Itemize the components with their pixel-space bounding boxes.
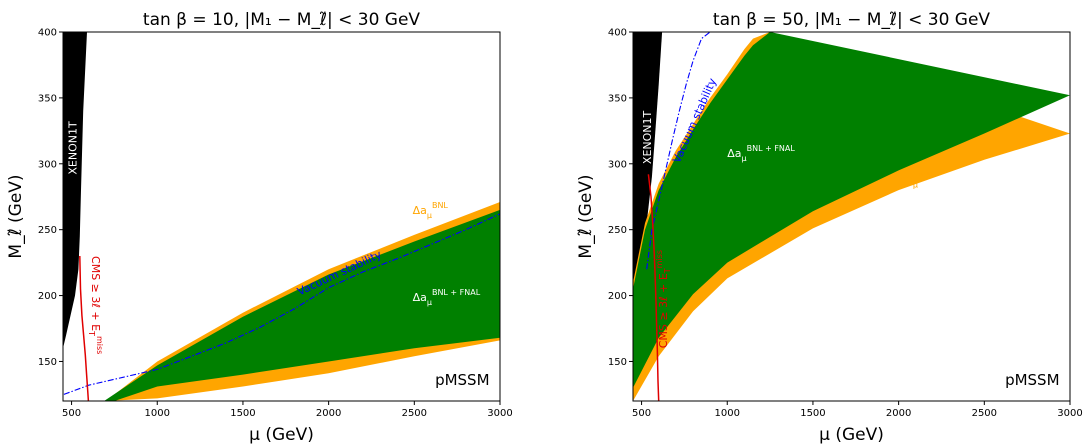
bnl-fnal-label-sub: μ [427,298,432,307]
x-tick-label: 1500 [800,408,825,419]
vacuum-stability-line [63,213,500,395]
y-tick-label: 400 [608,28,627,39]
x-tick-label: 500 [62,408,81,419]
pmssm-label: pMSSM [1005,371,1059,389]
x-axis-label: μ (GeV) [249,425,314,445]
chart-title: tan β = 10, |M₁ − M_ℓ̃| < 30 GeV [143,10,421,30]
chart-panel-2: 500 1000 1500 2000 2500 3000 150 200 250 300 350 40… [576,10,1083,445]
axes-frame [632,31,1071,402]
bnl-label-main: Δa [899,174,913,187]
x-tick-label: 1000 [715,408,740,419]
cms-label-sub: T [87,330,96,336]
x-tick-label: 1500 [230,408,255,419]
cms-label-main: CMS ≥ 3ℓ + E [89,256,102,331]
cms-label-main: CMS ≥ 3ℓ + E [657,273,670,348]
cms-label-sup: miss [95,336,104,354]
x-tick-label: 500 [632,408,651,419]
bnl-fnal-label-sup: BNL + FNAL [747,144,796,153]
y-tick-label: 150 [608,357,627,368]
x-tick-label: 2500 [972,408,997,419]
y-tick-label: 350 [608,93,627,104]
y-tick-label: 300 [38,159,57,170]
y-tick-label: 150 [38,357,57,368]
plot-area [633,32,1070,401]
bnl-fnal-label-main: Δa [727,147,741,160]
cms-exclusion-label: CMS ≥ 3ℓ + ETmiss [87,256,104,354]
x-tick-label: 2000 [886,408,911,419]
y-axis-label: M_ℓ̃ (GeV) [6,174,26,258]
chart-panel-1: 500 1000 1500 2000 2500 3000 150 200 250 300 350 40… [6,10,513,445]
cms-exclusion-line [647,174,660,401]
plot-area [63,32,500,401]
pmssm-label: pMSSM [435,371,489,389]
bnl-label-sup: BNL [918,171,934,180]
cms-label-sup: miss [655,250,664,268]
bnl-label-sup: BNL [432,201,448,210]
bnl-label-sub: μ [913,181,918,190]
xenon1t-region [63,32,87,349]
chart-title: tan β = 50, |M₁ − M_ℓ̃| < 30 GeV [713,10,991,30]
bnl-fnal-label-sup: BNL + FNAL [432,288,481,297]
bnl-label-sub: μ [427,211,432,220]
y-tick-label: 250 [38,225,57,236]
x-tick-label: 3000 [1057,408,1082,419]
y-axis-label: M_ℓ̃ (GeV) [576,174,596,258]
xenon1t-label: XENON1T [67,121,80,175]
bnl-label: ΔaμBNL [899,171,935,190]
y-tick-label: 200 [38,291,57,302]
y-tick-label: 250 [608,225,627,236]
x-axis-label: μ (GeV) [819,425,884,445]
axes-frame [62,31,501,402]
y-tick-label: 400 [38,28,57,39]
y-tick-label: 350 [38,93,57,104]
x-tick-label: 1000 [145,408,170,419]
xenon1t-label: XENON1T [641,110,654,164]
x-tick-label: 3000 [487,408,512,419]
y-tick-label: 200 [608,291,627,302]
cms-exclusion-line [79,255,90,401]
bnl-fnal-label: ΔaμBNL + FNAL [413,288,481,307]
bnl-fnal-label-main: Δa [413,291,427,304]
x-tick-label: 2500 [402,408,427,419]
xenon1t-region [633,32,663,303]
bnl-fnal-label: ΔaμBNL + FNAL [727,144,795,163]
bnl-label: ΔaμBNL [413,201,449,220]
cms-label-sub: T [663,268,672,274]
x-tick-label: 2000 [316,408,341,419]
bnl-label-main: Δa [413,204,427,217]
bnl-fnal-label-sub: μ [742,154,747,163]
bnl-fnal-band [633,32,1070,388]
cms-exclusion-label: CMS ≥ 3ℓ + ETmiss [655,250,672,348]
vacuum-stability-line [646,32,728,270]
y-tick-label: 300 [608,159,627,170]
